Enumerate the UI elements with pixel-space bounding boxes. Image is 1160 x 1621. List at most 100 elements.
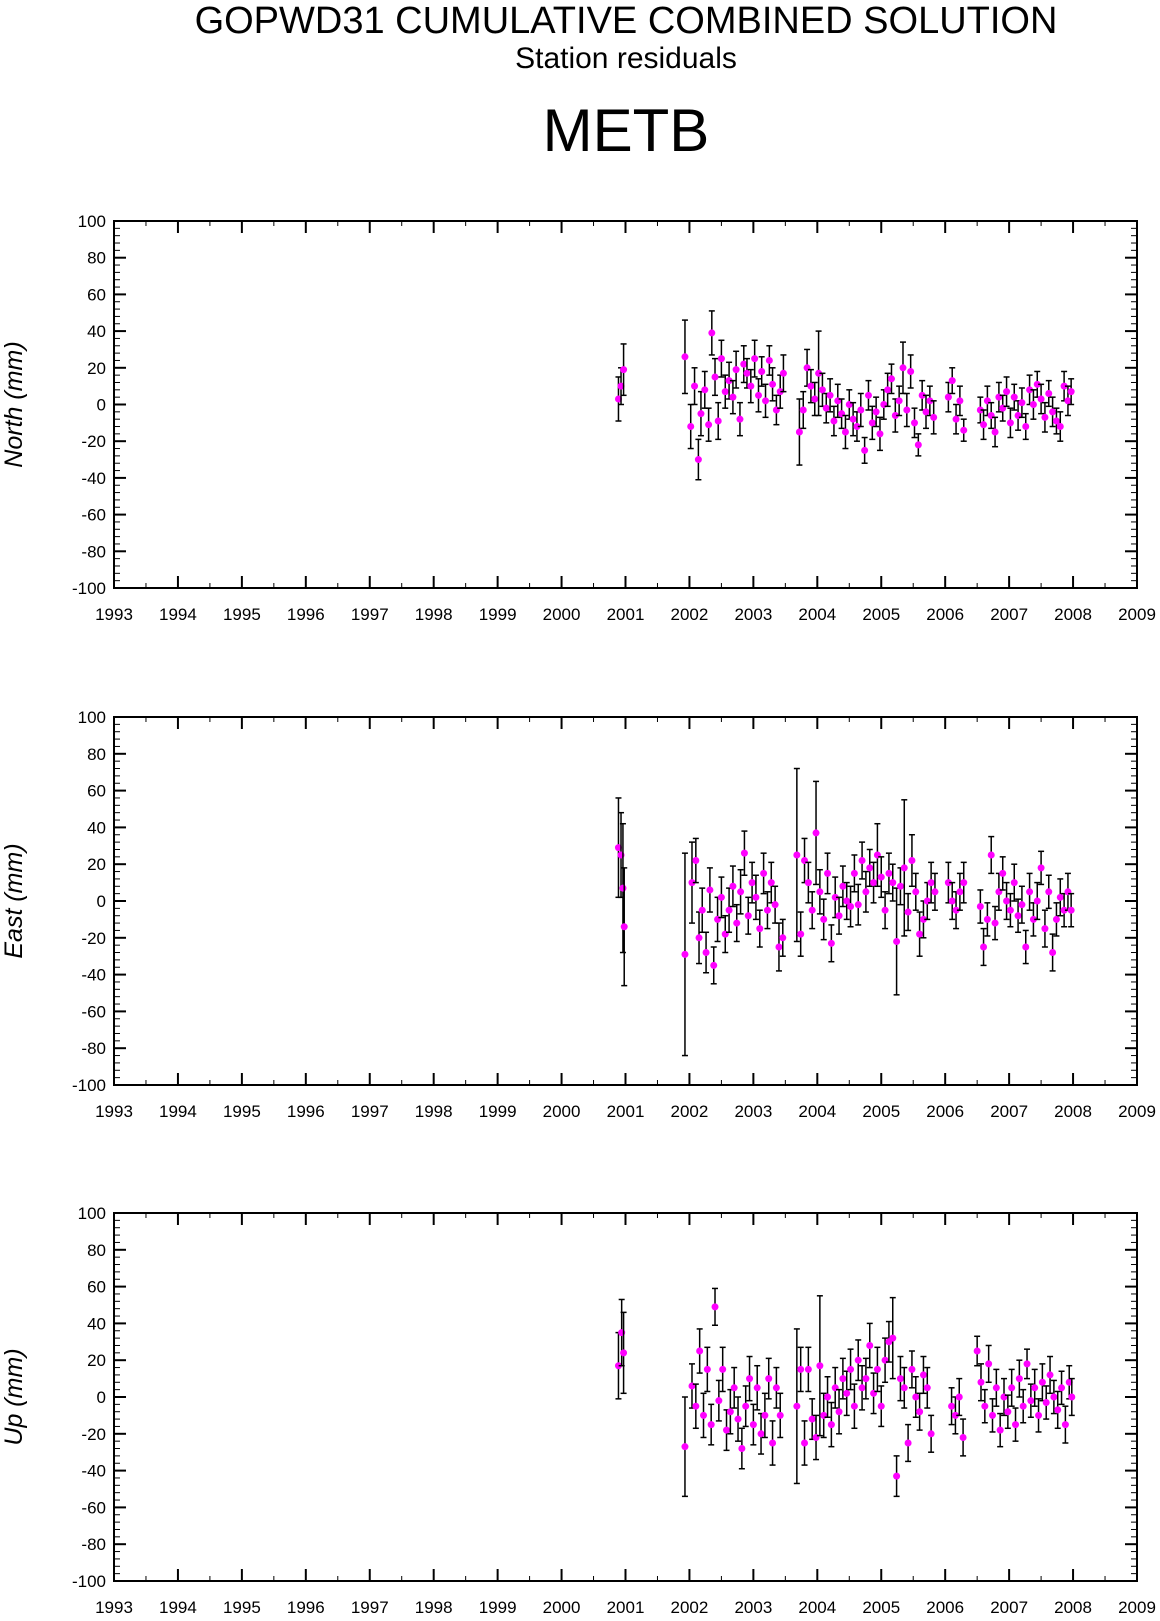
data-point xyxy=(885,869,893,877)
x-tick-label: 1997 xyxy=(351,605,389,624)
data-point xyxy=(912,888,920,896)
data-point xyxy=(725,377,733,385)
y-tick-label: 0 xyxy=(97,396,106,415)
y-tick-label: 40 xyxy=(87,1314,106,1333)
data-point xyxy=(866,1341,874,1349)
data-point xyxy=(891,412,899,420)
data-point xyxy=(876,430,884,438)
data-point xyxy=(1038,1378,1046,1386)
data-point xyxy=(849,415,857,423)
data-point xyxy=(873,1365,881,1373)
data-point xyxy=(752,893,760,901)
data-point xyxy=(1056,423,1064,431)
y-tick-label: -100 xyxy=(72,1572,106,1591)
data-point xyxy=(1068,1393,1076,1401)
data-point xyxy=(1029,915,1037,923)
x-tick-label: 2009 xyxy=(1118,1102,1156,1121)
data-point xyxy=(923,1384,931,1392)
data-point xyxy=(889,1334,897,1342)
data-point xyxy=(1050,1393,1058,1401)
data-point xyxy=(717,355,725,363)
data-point xyxy=(779,369,787,377)
y-tick-label: -60 xyxy=(81,1498,106,1517)
x-tick-label: 2007 xyxy=(990,1598,1028,1617)
data-point xyxy=(1010,879,1018,887)
data-point xyxy=(1026,888,1034,896)
y-tick-label: 60 xyxy=(87,285,106,304)
y-tick-label: -100 xyxy=(72,579,106,598)
data-point xyxy=(726,1408,734,1416)
data-point xyxy=(908,1365,916,1373)
data-point xyxy=(847,903,855,911)
data-point xyxy=(1054,1406,1062,1414)
data-point xyxy=(980,421,988,429)
data-point xyxy=(700,1411,708,1419)
x-tick-label: 2003 xyxy=(734,1598,772,1617)
data-point xyxy=(893,1472,901,1480)
y-tick-label: 80 xyxy=(87,745,106,764)
data-point xyxy=(850,869,858,877)
x-tick-label: 1993 xyxy=(95,605,133,624)
data-point xyxy=(754,391,762,399)
data-point xyxy=(808,906,816,914)
data-point xyxy=(861,446,869,454)
data-point xyxy=(1035,1411,1043,1419)
data-point xyxy=(1022,943,1030,951)
y-tick-label: 100 xyxy=(78,1204,106,1223)
data-point xyxy=(893,937,901,945)
x-tick-label: 2006 xyxy=(926,1102,964,1121)
data-point xyxy=(843,1389,851,1397)
data-point xyxy=(912,1393,920,1401)
data-point xyxy=(864,391,872,399)
data-point xyxy=(1004,1408,1012,1416)
x-tick-label: 1999 xyxy=(479,1598,517,1617)
data-point xyxy=(620,1349,628,1357)
y-tick-label: 100 xyxy=(78,708,106,727)
x-tick-label: 2005 xyxy=(862,605,900,624)
data-point xyxy=(820,915,828,923)
data-point xyxy=(987,851,995,859)
data-point xyxy=(944,879,952,887)
data-point xyxy=(1026,386,1034,394)
data-point xyxy=(877,873,885,881)
data-point xyxy=(705,421,713,429)
data-point xyxy=(1041,925,1049,933)
data-point xyxy=(983,915,991,923)
data-point xyxy=(1027,1397,1035,1405)
data-point xyxy=(992,1384,1000,1392)
data-point xyxy=(956,888,964,896)
data-point xyxy=(715,1397,723,1405)
data-point xyxy=(758,367,766,375)
data-point xyxy=(872,408,880,416)
y-tick-label: 80 xyxy=(87,1241,106,1260)
x-tick-label: 2001 xyxy=(607,1102,645,1121)
x-tick-label: 2005 xyxy=(862,1102,900,1121)
x-tick-label: 2006 xyxy=(926,1598,964,1617)
y-tick-label: -100 xyxy=(72,1076,106,1095)
data-point xyxy=(801,1439,809,1447)
data-point xyxy=(1014,912,1022,920)
data-point xyxy=(900,1384,908,1392)
data-point xyxy=(877,1402,885,1410)
data-point xyxy=(1042,1399,1050,1407)
x-tick-label: 2002 xyxy=(671,605,709,624)
data-point xyxy=(738,1445,746,1453)
data-point xyxy=(907,367,915,375)
data-point xyxy=(914,441,922,449)
data-point xyxy=(822,404,830,412)
data-point xyxy=(614,844,622,852)
data-point xyxy=(1049,408,1057,416)
x-tick-label: 1994 xyxy=(159,1598,197,1617)
y-tick-label: 0 xyxy=(97,892,106,911)
x-tick-label: 2004 xyxy=(798,1598,836,1617)
y-axis-label: East (mm) xyxy=(0,843,28,958)
data-point xyxy=(1022,423,1030,431)
data-point xyxy=(884,386,892,394)
x-tick-label: 1996 xyxy=(287,1102,325,1121)
data-point xyxy=(681,1443,689,1451)
data-point xyxy=(1061,1421,1069,1429)
data-point xyxy=(698,906,706,914)
data-point xyxy=(919,915,927,923)
data-point xyxy=(896,1375,904,1383)
